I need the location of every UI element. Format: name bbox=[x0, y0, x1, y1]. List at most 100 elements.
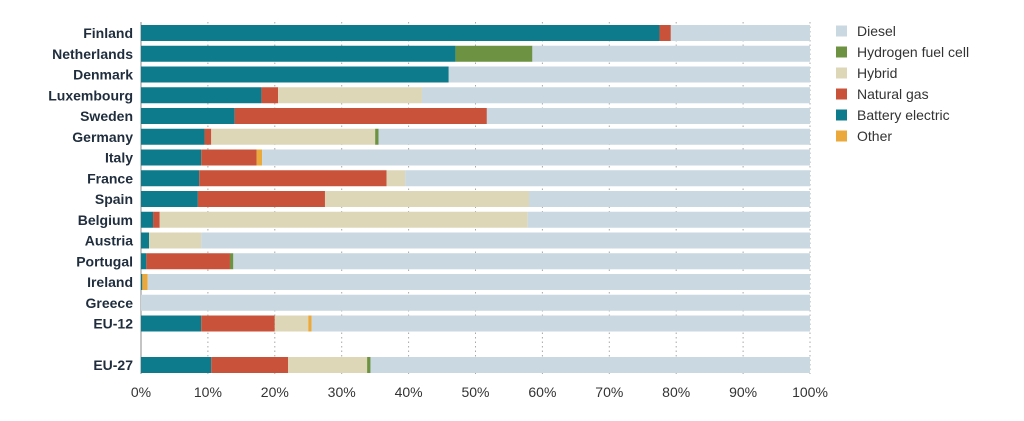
bar-netherlands-battery-electric bbox=[141, 45, 456, 62]
bar-germany-hydrogen-fuel-cell bbox=[375, 128, 379, 145]
bar-austria-battery-electric bbox=[141, 232, 150, 249]
bar-sweden-natural-gas bbox=[234, 108, 487, 124]
x-tick-label-10: 10% bbox=[194, 384, 222, 400]
category-label-belgium: Belgium bbox=[78, 212, 133, 228]
bar-eu-27-diesel bbox=[370, 357, 810, 373]
x-tick-label-50: 50% bbox=[461, 384, 489, 400]
bar-belgium-battery-electric bbox=[141, 211, 154, 228]
category-label-eu-12: EU-12 bbox=[93, 316, 133, 332]
bar-france-battery-electric bbox=[141, 170, 200, 187]
bar-ireland-other bbox=[142, 274, 148, 290]
bar-italy-diesel bbox=[262, 149, 810, 166]
legend-swatch-battery-electric bbox=[836, 109, 847, 121]
legend-label-natural-gas: Natural gas bbox=[857, 86, 929, 102]
legend-label-battery-electric: Battery electric bbox=[857, 107, 950, 123]
legend-label-other: Other bbox=[857, 128, 892, 144]
x-tick-label-0: 0% bbox=[131, 384, 151, 400]
bar-luxembourg-diesel bbox=[421, 87, 810, 104]
bar-belgium-hybrid bbox=[159, 211, 528, 228]
category-label-spain: Spain bbox=[95, 191, 133, 207]
bar-eu-12-battery-electric bbox=[141, 315, 202, 332]
bar-spain-natural-gas bbox=[197, 191, 325, 207]
bar-belgium-diesel bbox=[527, 211, 810, 228]
bar-france-diesel bbox=[405, 170, 810, 187]
bar-finland-natural-gas bbox=[659, 25, 671, 41]
x-tick-label-100: 100% bbox=[792, 384, 828, 400]
bar-eu-12-natural-gas bbox=[201, 315, 275, 332]
bar-germany-battery-electric bbox=[141, 128, 205, 145]
bar-luxembourg-hybrid bbox=[278, 87, 422, 104]
x-tick-label-70: 70% bbox=[595, 384, 623, 400]
category-label-denmark: Denmark bbox=[73, 67, 133, 83]
legend-label-hybrid: Hybrid bbox=[857, 65, 897, 81]
category-label-eu-27: EU-27 bbox=[93, 357, 133, 373]
category-label-sweden: Sweden bbox=[80, 108, 133, 124]
bar-eu-27-natural-gas bbox=[211, 357, 289, 373]
bar-denmark-diesel bbox=[448, 66, 810, 83]
x-tick-label-60: 60% bbox=[528, 384, 556, 400]
bars bbox=[141, 25, 810, 373]
bar-portugal-hydrogen-fuel-cell bbox=[229, 253, 234, 270]
category-label-austria: Austria bbox=[85, 233, 133, 249]
x-tick-label-40: 40% bbox=[395, 384, 423, 400]
bar-sweden-diesel bbox=[486, 108, 810, 124]
category-label-greece: Greece bbox=[86, 295, 134, 311]
bar-sweden-battery-electric bbox=[141, 108, 235, 124]
bar-luxembourg-natural-gas bbox=[261, 87, 279, 104]
bar-italy-natural-gas bbox=[201, 149, 257, 166]
bar-eu-12-hybrid bbox=[274, 315, 309, 332]
bar-germany-hybrid bbox=[211, 128, 376, 145]
bar-ireland-battery-electric bbox=[141, 274, 143, 290]
bar-portugal-battery-electric bbox=[141, 253, 147, 270]
bar-spain-battery-electric bbox=[141, 191, 198, 207]
legend-label-hydrogen-fuel-cell: Hydrogen fuel cell bbox=[857, 44, 969, 60]
bar-finland-diesel bbox=[670, 25, 810, 41]
bar-denmark-battery-electric bbox=[141, 66, 449, 83]
legend-label-diesel: Diesel bbox=[857, 23, 896, 39]
bar-austria-hybrid bbox=[149, 232, 202, 249]
bar-eu-12-other bbox=[308, 315, 312, 332]
bar-greece-diesel bbox=[141, 294, 810, 311]
bar-germany-natural-gas bbox=[204, 128, 212, 145]
legend-swatch-hybrid bbox=[836, 67, 847, 79]
bar-austria-diesel bbox=[201, 232, 810, 249]
category-label-portugal: Portugal bbox=[76, 253, 133, 269]
category-label-luxembourg: Luxembourg bbox=[48, 87, 133, 103]
bar-portugal-diesel bbox=[233, 253, 810, 270]
x-tick-label-30: 30% bbox=[328, 384, 356, 400]
category-label-netherlands: Netherlands bbox=[52, 46, 133, 62]
bar-netherlands-diesel bbox=[532, 45, 810, 62]
legend: Diesel Hydrogen fuel cell Hybrid Natural ga… bbox=[836, 23, 969, 144]
bar-luxembourg-battery-electric bbox=[141, 87, 262, 104]
category-label-finland: Finland bbox=[83, 25, 133, 41]
legend-swatch-other bbox=[836, 130, 847, 142]
category-label-italy: Italy bbox=[105, 150, 133, 166]
bar-eu-12-diesel bbox=[311, 315, 810, 332]
x-tick-label-90: 90% bbox=[729, 384, 757, 400]
category-label-france: France bbox=[87, 170, 133, 186]
x-axis-tick-labels: 0% 10% 20% 30% 40% 50% 60% 70% 80% 90% 100% bbox=[131, 384, 828, 400]
bar-eu-27-hybrid bbox=[288, 357, 368, 373]
legend-swatch-natural-gas bbox=[836, 88, 847, 100]
category-labels: Finland Netherlands Denmark Luxembourg Swede… bbox=[48, 25, 133, 373]
legend-swatch-diesel bbox=[836, 25, 847, 37]
bar-spain-diesel bbox=[529, 191, 810, 207]
x-tick-label-80: 80% bbox=[662, 384, 690, 400]
bar-spain-hybrid bbox=[324, 191, 530, 207]
bar-netherlands-hydrogen-fuel-cell bbox=[455, 45, 533, 62]
category-label-ireland: Ireland bbox=[87, 274, 133, 290]
bar-eu-27-battery-electric bbox=[141, 357, 212, 373]
bar-germany-diesel bbox=[378, 128, 810, 145]
bar-italy-battery-electric bbox=[141, 149, 202, 166]
bar-finland-battery-electric bbox=[141, 25, 660, 41]
bar-italy-other bbox=[256, 149, 263, 166]
bar-eu-27-hydrogen-fuel-cell bbox=[367, 357, 371, 373]
bar-ireland-diesel bbox=[147, 274, 810, 290]
bar-portugal-natural-gas bbox=[146, 253, 230, 270]
x-tick-label-20: 20% bbox=[261, 384, 289, 400]
bar-france-natural-gas bbox=[199, 170, 387, 187]
bar-france-hybrid bbox=[386, 170, 406, 187]
category-label-germany: Germany bbox=[72, 129, 133, 145]
bar-belgium-natural-gas bbox=[153, 211, 160, 228]
